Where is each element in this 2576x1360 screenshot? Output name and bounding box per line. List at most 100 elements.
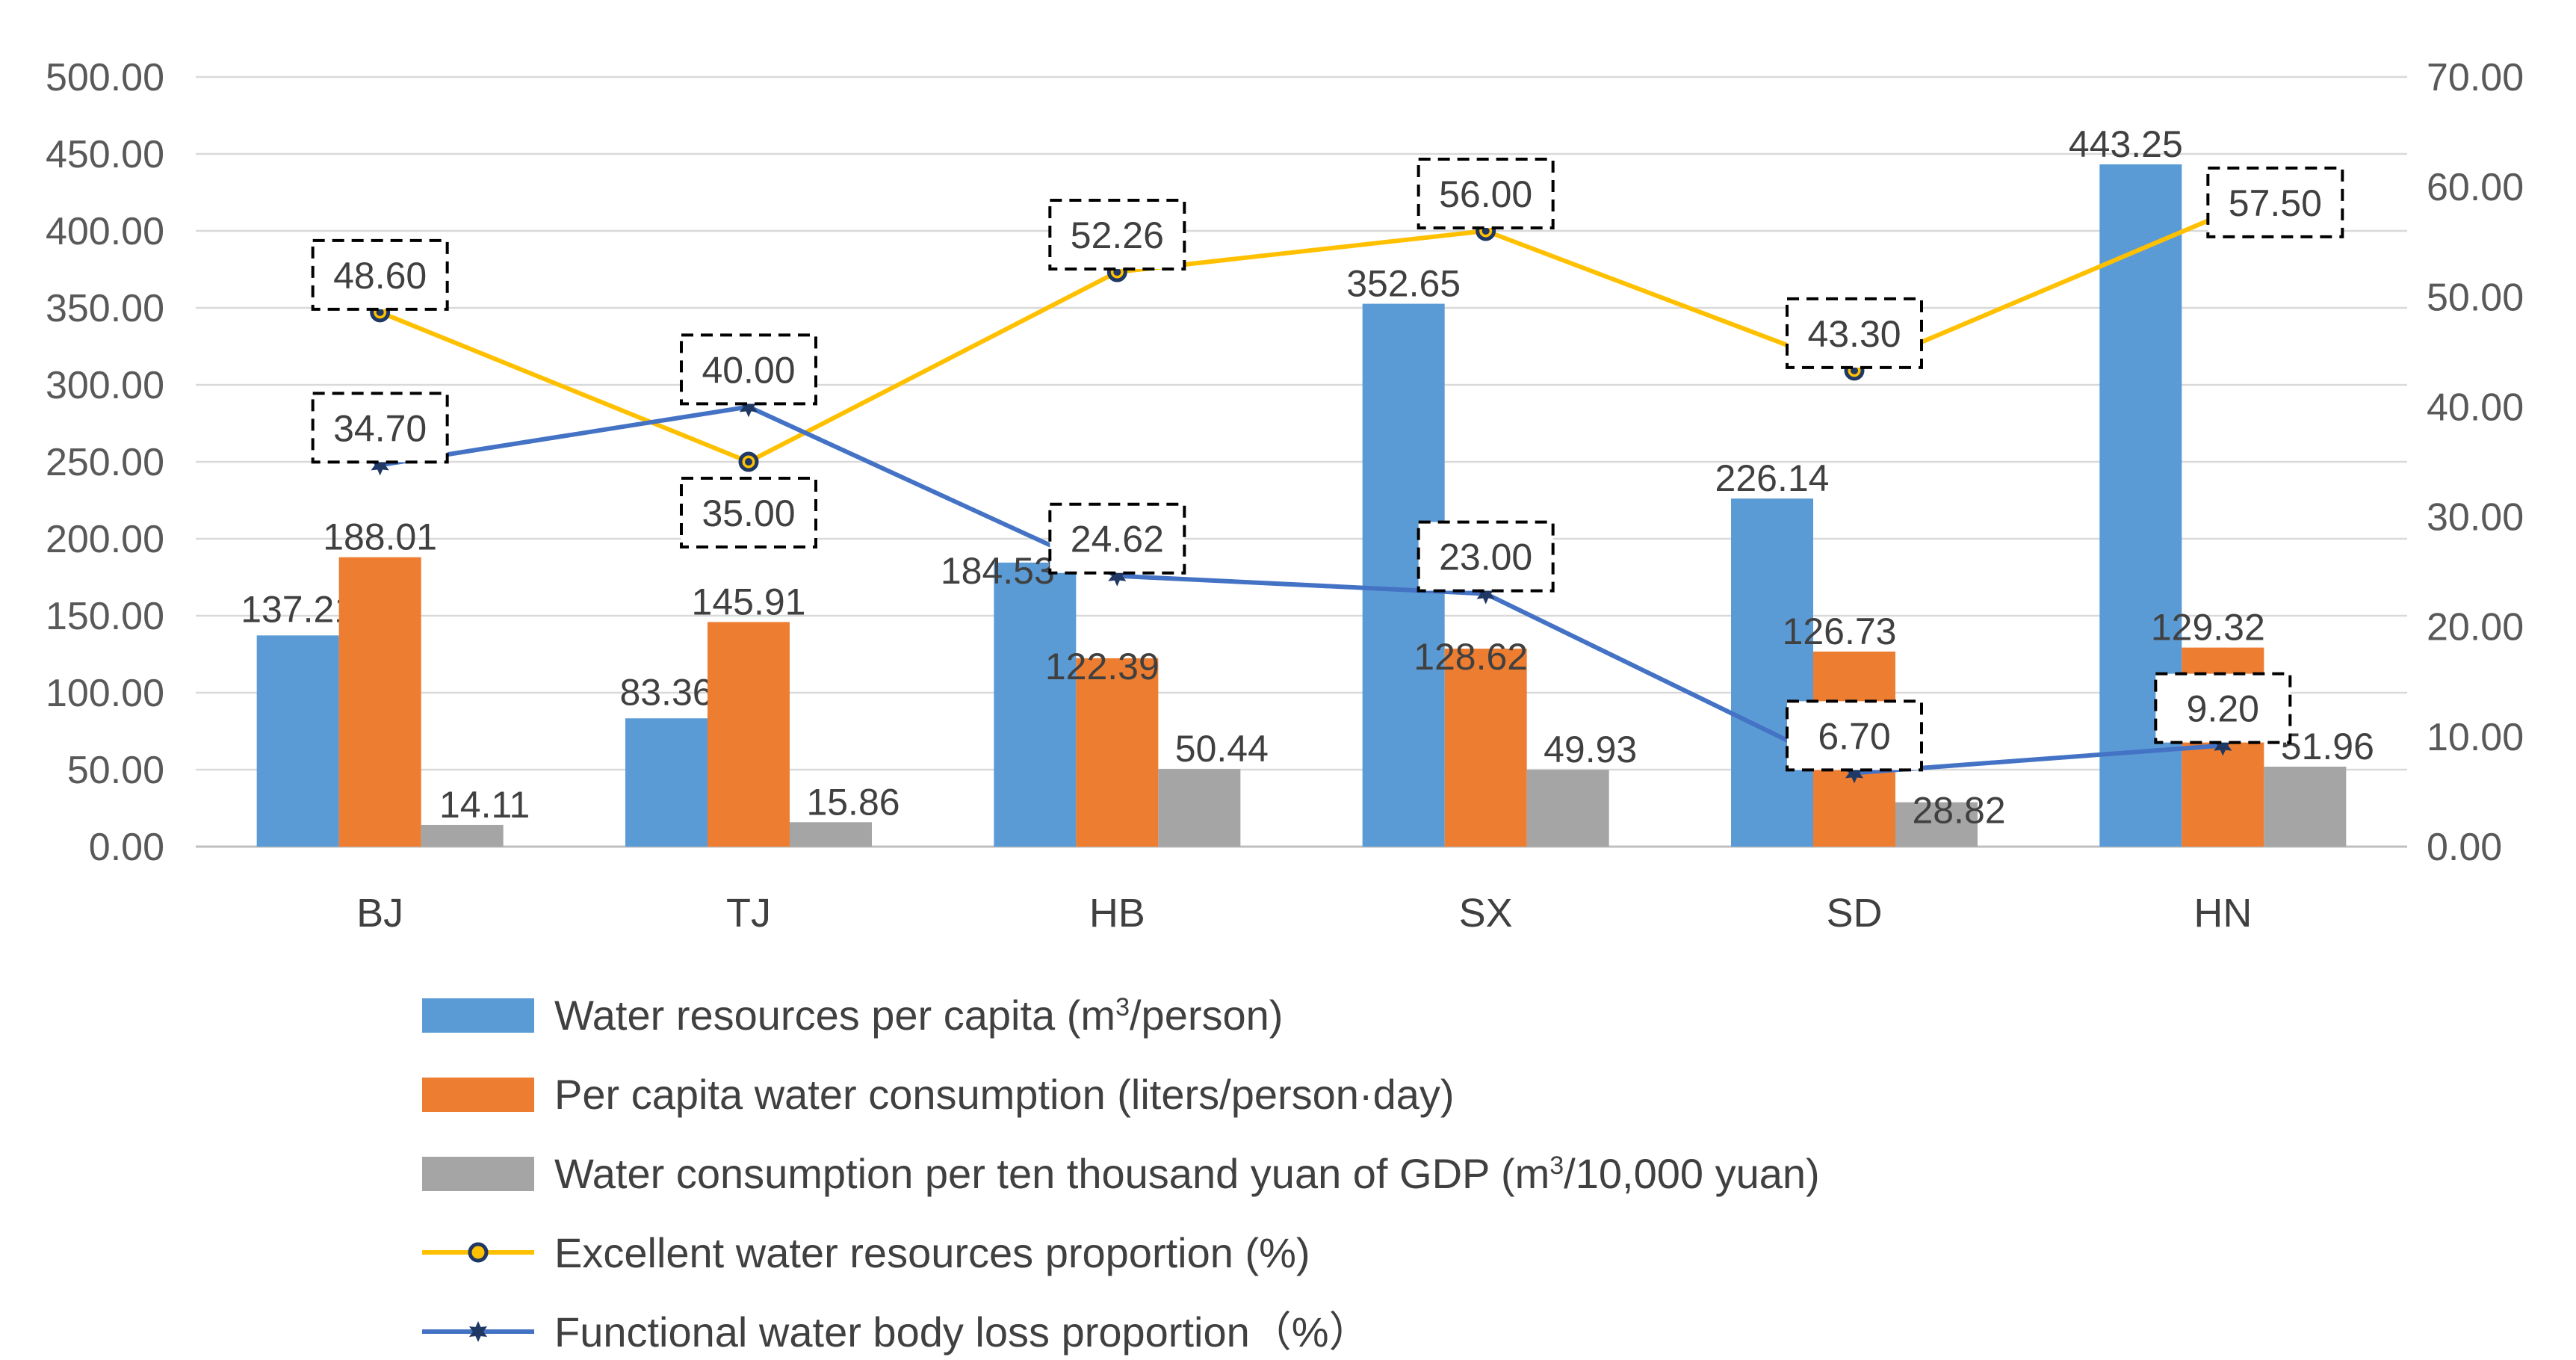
left-axis-tick-label: 400.00 <box>46 210 164 253</box>
x-axis-category-label: BJ <box>356 891 403 936</box>
bar-data-label: 14.11 <box>439 784 530 826</box>
left-axis-tick-label: 0.00 <box>89 826 164 869</box>
x-axis-category-label: HN <box>2193 891 2252 936</box>
bar-per-hb <box>1076 658 1159 847</box>
bar-data-label: 352.65 <box>1346 263 1461 305</box>
bar-data-label: 126.73 <box>1783 611 1897 652</box>
line-data-label-box <box>1786 699 1923 772</box>
legend-label: Water consumption per ten thousand yuan … <box>554 1150 1820 1197</box>
line-data-label: 52.26 <box>1071 214 1164 256</box>
right-axis-tick-label: 40.00 <box>2427 386 2524 429</box>
right-axis-tick-label: 10.00 <box>2427 716 2524 759</box>
legend-label: Per capita water consumption (liters/per… <box>554 1071 1455 1118</box>
bar-water-hn <box>2264 766 2347 847</box>
line-marker <box>371 454 389 476</box>
legend-swatch <box>422 1078 534 1112</box>
line-data-label-box <box>1048 199 1186 271</box>
line-series-excellent-water <box>379 212 2224 464</box>
left-axis-tick-label: 200.00 <box>46 518 164 561</box>
right-axis-tick-label: 20.00 <box>2427 606 2524 649</box>
bar-water-sd <box>1895 802 1978 847</box>
legend-swatch <box>422 998 534 1033</box>
line-data-label-box <box>311 238 449 311</box>
bar-water-hn <box>2099 164 2182 847</box>
line-marker <box>1845 762 1864 784</box>
line-data-label-box <box>680 477 817 548</box>
line-data-label: 34.70 <box>333 407 427 449</box>
bar-per-sx <box>1444 649 1527 847</box>
bar-data-label: 188.01 <box>323 516 437 558</box>
line-data-label: 24.62 <box>1071 519 1164 560</box>
x-axis-category-label: SD <box>1826 891 1882 936</box>
left-axis-tick-label: 350.00 <box>46 287 164 330</box>
right-axis-tick-label: 70.00 <box>2427 56 2524 99</box>
line-data-label: 48.60 <box>333 255 427 297</box>
x-axis-category-label: SX <box>1459 891 1513 936</box>
bar-water-tj <box>790 822 872 847</box>
legend-label: Water resources per capita (m3/person) <box>554 992 1283 1039</box>
legend-label: Functional water body loss proportion（%） <box>554 1308 1371 1356</box>
right-axis-tick-label: 50.00 <box>2427 276 2524 319</box>
left-axis-tick-label: 500.00 <box>46 56 164 99</box>
bar-data-label: 49.93 <box>1544 729 1637 770</box>
line-data-label: 9.20 <box>2187 688 2259 730</box>
left-axis-tick-label: 450.00 <box>46 133 164 176</box>
line-data-label-box <box>1417 520 1555 593</box>
x-axis-category-label: TJ <box>726 891 771 936</box>
legend-marker <box>468 1321 488 1342</box>
bar-data-label: 145.91 <box>692 581 806 622</box>
bar-data-label: 443.25 <box>2069 123 2183 165</box>
bar-data-label: 50.44 <box>1175 728 1269 770</box>
line-data-label: 6.70 <box>1818 715 1890 757</box>
line-data-label: 57.50 <box>2229 182 2322 224</box>
line-data-label: 35.00 <box>702 492 795 534</box>
bar-data-label: 83.36 <box>619 671 713 713</box>
bar-per-tj <box>708 622 790 847</box>
bar-water-hb <box>1158 769 1241 847</box>
line-marker-center <box>745 458 752 466</box>
line-data-label-box <box>1786 297 1923 369</box>
line-data-label: 56.00 <box>1439 173 1532 215</box>
right-axis-tick-label: 0.00 <box>2427 826 2502 869</box>
x-axis-category-label: HB <box>1089 891 1145 936</box>
line-marker <box>2214 735 2232 756</box>
bar-water-sd <box>1731 498 1813 847</box>
bar-water-bj <box>256 635 339 847</box>
legend-swatch <box>422 1157 534 1191</box>
bar-data-label: 128.62 <box>1414 636 1528 678</box>
line-data-label: 43.30 <box>1807 313 1901 355</box>
bar-water-bj <box>421 824 504 847</box>
legend-marker <box>468 1242 489 1263</box>
line-data-label: 40.00 <box>702 349 795 391</box>
bar-per-bj <box>338 557 421 847</box>
bar-water-hb <box>994 562 1077 847</box>
line-marker <box>1476 583 1495 605</box>
bar-data-label: 226.14 <box>1715 457 1830 499</box>
line-data-label-box <box>680 333 817 406</box>
left-axis-tick-label: 300.00 <box>46 364 164 407</box>
line-data-label-box <box>2206 166 2344 238</box>
left-axis-tick-label: 150.00 <box>46 595 164 638</box>
bar-water-sx <box>1526 770 1609 847</box>
line-data-label-box <box>311 392 449 464</box>
line-marker <box>739 396 758 418</box>
line-data-label-box <box>1417 158 1555 229</box>
line-data-label: 23.00 <box>1439 537 1532 578</box>
legend-label: Excellent water resources proportion (%) <box>554 1229 1310 1276</box>
line-data-label-box <box>2154 672 2292 744</box>
bar-data-label: 15.86 <box>806 781 900 823</box>
bar-data-label: 28.82 <box>1912 790 2005 832</box>
line-marker <box>1108 565 1127 587</box>
right-axis-tick-label: 60.00 <box>2427 166 2524 209</box>
bar-data-label: 51.96 <box>2281 726 2374 767</box>
bar-data-label: 129.32 <box>2151 607 2265 649</box>
bar-data-label: 122.39 <box>1045 646 1159 687</box>
bar-water-tj <box>625 718 708 847</box>
line-data-label-box <box>1048 502 1186 575</box>
right-axis-tick-label: 30.00 <box>2427 496 2524 540</box>
bar-data-label: 137.21 <box>241 588 355 630</box>
left-axis-tick-label: 100.00 <box>46 672 164 715</box>
left-axis-tick-label: 250.00 <box>46 441 164 484</box>
